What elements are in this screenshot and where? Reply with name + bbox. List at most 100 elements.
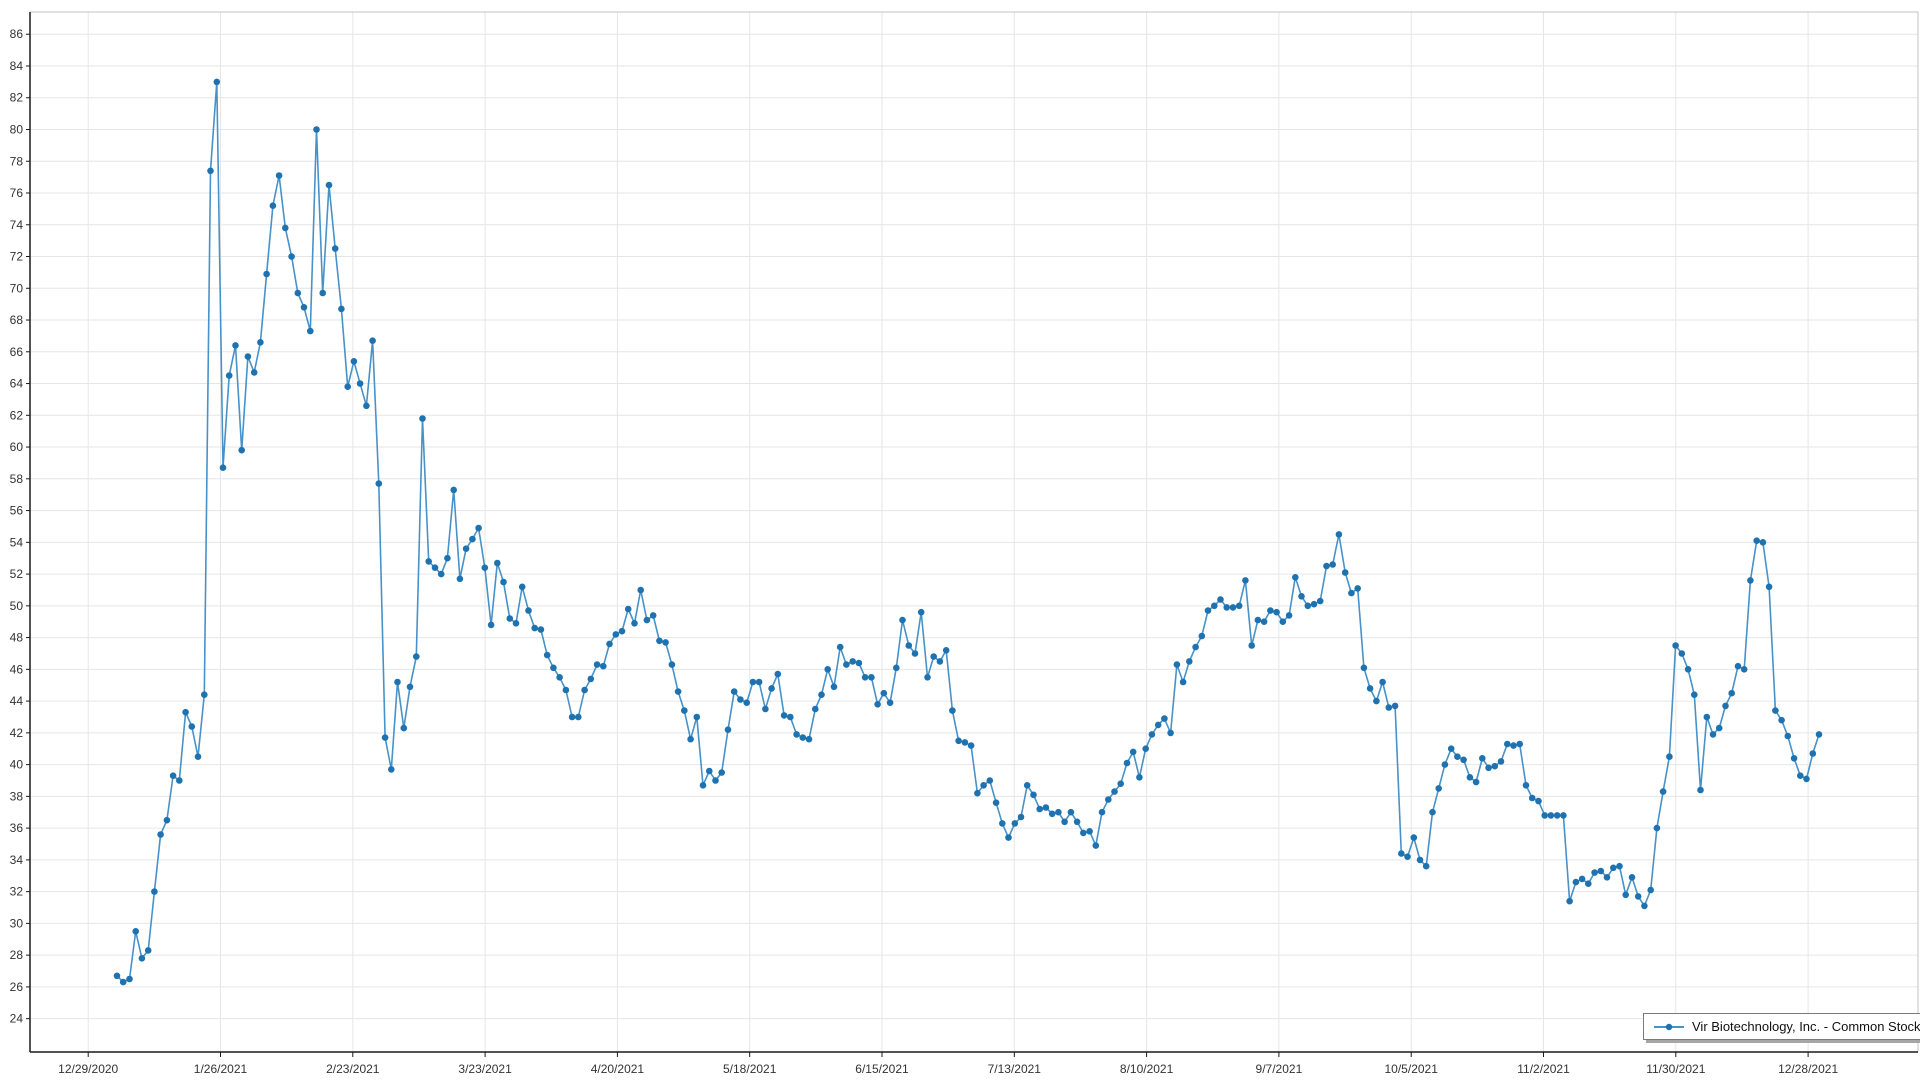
data-point-marker	[469, 535, 476, 543]
data-point-marker	[400, 724, 408, 732]
data-point-marker	[905, 642, 913, 649]
x-axis-tick-label: 12/29/2020	[58, 1062, 118, 1076]
data-point-marker	[338, 305, 345, 313]
data-point-marker	[1603, 874, 1611, 881]
y-axis-tick-label: 86	[10, 27, 24, 41]
y-axis-tick-label: 78	[10, 154, 24, 168]
data-point-marker	[755, 678, 763, 686]
data-point-marker	[1659, 788, 1667, 795]
y-axis-tick-label: 54	[10, 535, 24, 549]
data-point-marker	[593, 661, 601, 668]
data-point-marker	[300, 304, 308, 311]
data-point-marker	[531, 624, 538, 632]
data-point-marker	[1254, 616, 1262, 624]
data-point-marker	[1610, 864, 1617, 872]
data-point-marker	[974, 789, 981, 797]
data-point-marker	[1192, 643, 1199, 651]
data-point-marker	[1572, 878, 1580, 886]
data-point-marker	[575, 713, 582, 721]
data-point-marker	[780, 712, 788, 719]
data-point-marker	[1323, 562, 1330, 570]
data-point-marker	[282, 224, 289, 232]
data-point-marker	[144, 947, 152, 954]
data-point-marker	[600, 662, 607, 670]
data-point-marker	[1728, 689, 1735, 697]
data-point-marker	[219, 464, 227, 472]
data-point-marker	[388, 766, 395, 773]
data-point-marker	[1566, 897, 1573, 905]
y-axis-tick-label: 70	[10, 281, 24, 295]
data-point-marker	[662, 639, 669, 646]
data-point-marker	[456, 575, 464, 583]
data-point-marker	[1204, 607, 1212, 614]
data-point-marker	[955, 737, 962, 745]
data-point-marker	[706, 767, 713, 775]
data-point-marker	[1709, 731, 1717, 738]
data-point-marker	[543, 651, 551, 659]
data-point-marker	[1154, 721, 1162, 729]
data-point-marker	[307, 327, 314, 335]
data-point-marker	[1235, 602, 1243, 610]
data-point-marker	[194, 753, 202, 760]
data-point-marker	[1616, 862, 1623, 870]
data-point-marker	[1410, 834, 1418, 841]
data-point-marker	[612, 631, 620, 638]
data-point-marker	[431, 564, 439, 571]
data-point-marker	[1348, 589, 1355, 597]
data-point-marker	[1117, 780, 1124, 787]
y-axis-tick-label: 36	[10, 821, 24, 835]
data-point-marker	[1765, 583, 1773, 591]
y-axis-tick-label: 60	[10, 440, 24, 454]
data-point-marker	[880, 689, 888, 697]
data-point-marker	[1585, 880, 1592, 887]
data-point-marker	[1784, 732, 1792, 740]
data-point-marker	[238, 446, 245, 454]
data-point-marker	[836, 643, 844, 651]
data-point-marker	[1522, 782, 1530, 789]
data-point-marker	[425, 558, 433, 565]
data-point-marker	[868, 674, 875, 681]
data-point-marker	[855, 659, 863, 667]
data-point-marker	[1504, 740, 1511, 748]
y-axis-tick-label: 68	[10, 313, 24, 327]
legend-series-marker-icon	[1654, 1023, 1684, 1030]
data-point-marker	[257, 339, 264, 346]
data-point-marker	[568, 713, 576, 721]
data-point-marker	[674, 688, 682, 695]
data-point-marker	[949, 707, 956, 714]
y-axis-tick-label: 40	[10, 758, 24, 772]
y-axis-tick-label: 48	[10, 631, 24, 645]
data-point-marker	[1373, 697, 1380, 705]
data-point-marker	[986, 777, 994, 784]
data-point-marker	[749, 678, 757, 686]
data-point-marker	[419, 415, 426, 422]
data-point-marker	[232, 342, 239, 349]
y-axis-tick-label: 30	[10, 916, 24, 930]
data-point-marker	[356, 380, 364, 387]
data-point-marker	[126, 975, 133, 983]
data-point-marker	[1304, 602, 1312, 610]
data-point-marker	[462, 545, 470, 552]
y-axis-tick-label: 82	[10, 91, 24, 105]
data-point-marker	[1005, 834, 1012, 841]
data-point-marker	[500, 578, 507, 586]
data-point-marker	[917, 608, 925, 616]
data-point-marker	[512, 620, 520, 627]
data-point-marker	[363, 402, 370, 410]
data-point-marker	[1485, 764, 1492, 772]
data-point-marker	[1186, 658, 1193, 665]
data-point-marker	[1217, 596, 1224, 603]
y-axis-tick-label: 76	[10, 186, 24, 200]
data-point-marker	[319, 289, 327, 297]
data-point-marker	[1815, 731, 1823, 738]
data-point-marker	[1398, 850, 1405, 857]
data-point-marker	[699, 782, 707, 789]
data-point-marker	[687, 735, 694, 743]
y-axis-tick-label: 84	[10, 59, 24, 73]
data-point-marker	[861, 674, 869, 681]
data-point-marker	[1797, 772, 1804, 779]
data-point-marker	[1229, 604, 1237, 611]
data-point-marker	[1335, 531, 1343, 538]
data-point-marker	[693, 713, 701, 721]
data-point-marker	[874, 701, 881, 708]
